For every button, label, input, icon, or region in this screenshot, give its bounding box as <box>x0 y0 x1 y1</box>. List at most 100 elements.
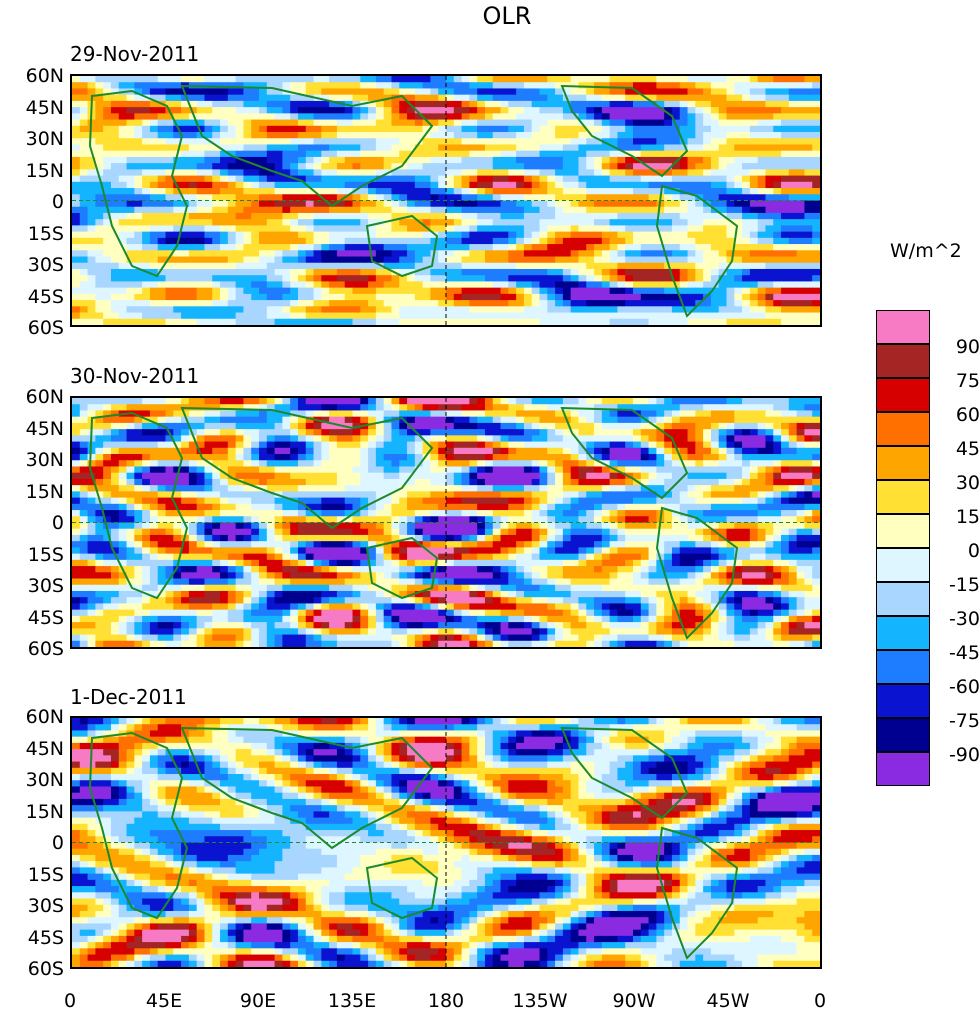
olr-grid-cell <box>344 156 354 164</box>
olr-grid-cell <box>578 293 587 301</box>
olr-grid-cell <box>742 237 751 245</box>
olr-grid-cell <box>173 447 182 455</box>
olr-grid-cell <box>235 125 245 133</box>
olr-grid-cell <box>523 156 533 164</box>
olr-grid-cell <box>555 262 564 270</box>
olr-grid-cell <box>352 188 361 195</box>
olr-grid-cell <box>422 441 432 449</box>
olr-grid-cell <box>788 212 798 220</box>
olr-grid-cell <box>726 231 735 239</box>
olr-grid-cell <box>407 194 416 202</box>
olr-grid-cell <box>204 237 213 245</box>
olr-grid-cell <box>594 281 603 289</box>
olr-grid-cell <box>648 287 657 295</box>
olr-grid-cell <box>173 125 182 133</box>
olr-grid-cell <box>313 404 322 412</box>
olr-grid-cell <box>344 132 354 139</box>
olr-grid-cell <box>804 287 813 295</box>
olr-grid-cell <box>648 125 657 133</box>
olr-grid-cell <box>329 466 338 474</box>
olr-grid-cell <box>562 144 572 152</box>
olr-grid-cell <box>368 219 377 226</box>
olr-grid-cell <box>547 212 556 220</box>
olr-grid-cell <box>656 275 665 283</box>
olr-grid-cell <box>87 454 96 461</box>
olr-grid-cell <box>72 281 81 289</box>
olr-grid-cell <box>368 422 377 430</box>
olr-grid-cell <box>212 281 221 289</box>
olr-grid-cell <box>492 268 502 276</box>
olr-grid-cell <box>173 398 182 405</box>
olr-grid-cell <box>438 94 447 102</box>
olr-grid-cell <box>383 256 393 264</box>
olr-grid-cell <box>562 138 572 146</box>
olr-grid-cell <box>570 429 580 436</box>
olr-grid-cell <box>72 212 81 220</box>
olr-grid-cell <box>734 410 743 418</box>
olr-grid-cell <box>87 293 96 301</box>
olr-grid-cell <box>508 188 517 195</box>
olr-grid-cell <box>305 82 315 90</box>
olr-grid-cell <box>679 244 689 251</box>
olr-grid-cell <box>79 262 89 270</box>
olr-grid-cell <box>360 237 369 245</box>
olr-grid-cell <box>438 138 447 146</box>
olr-grid-cell <box>446 293 455 301</box>
olr-grid-cell <box>742 194 751 202</box>
olr-grid-cell <box>126 125 135 133</box>
olr-grid-cell <box>477 281 486 289</box>
olr-grid-cell <box>336 107 346 114</box>
olr-grid-cell <box>414 262 424 270</box>
olr-grid-cell <box>204 188 213 195</box>
olr-grid-cell <box>469 88 478 96</box>
olr-grid-cell <box>344 447 354 455</box>
olr-grid-cell <box>103 88 112 96</box>
olr-grid-cell <box>282 244 291 251</box>
olr-grid-cell <box>227 268 237 276</box>
olr-grid-cell <box>804 169 813 177</box>
olr-grid-cell <box>703 188 712 195</box>
olr-grid-cell <box>781 219 790 226</box>
olr-grid-cell <box>640 194 650 202</box>
olr-grid-cell <box>531 398 541 405</box>
olr-grid-cell <box>500 441 509 449</box>
olr-grid-cell <box>523 454 533 461</box>
olr-grid-cell <box>594 312 603 320</box>
olr-grid-cell <box>149 275 159 283</box>
olr-grid-cell <box>313 107 322 114</box>
olr-grid-cell <box>679 132 689 139</box>
olr-grid-cell <box>633 300 642 307</box>
olr-grid-cell <box>438 268 447 276</box>
olr-grid-cell <box>204 100 213 108</box>
olr-grid-cell <box>703 231 712 239</box>
olr-grid-cell <box>617 88 626 96</box>
olr-grid-cell <box>555 318 564 325</box>
olr-grid-cell <box>344 416 354 424</box>
olr-grid-cell <box>539 275 548 283</box>
olr-grid-cell <box>734 94 743 102</box>
olr-grid-cell <box>718 181 728 189</box>
olr-grid-cell <box>594 200 603 208</box>
olr-grid-cell <box>313 293 322 301</box>
olr-grid-cell <box>360 268 369 276</box>
olr-grid-cell <box>570 318 580 325</box>
olr-grid-cell <box>87 306 96 314</box>
olr-grid-cell <box>523 404 533 412</box>
olr-grid-cell <box>290 416 299 424</box>
olr-grid-cell <box>266 100 276 108</box>
olr-grid-cell <box>523 200 533 208</box>
olr-grid-cell <box>703 398 712 405</box>
olr-grid-cell <box>484 404 494 412</box>
olr-grid-cell <box>523 300 533 307</box>
olr-grid-cell <box>570 138 580 146</box>
olr-grid-cell <box>243 422 252 430</box>
olr-grid-cell <box>305 416 315 424</box>
olr-grid-cell <box>243 404 252 412</box>
olr-grid-cell <box>594 256 603 264</box>
olr-grid-cell <box>796 82 806 90</box>
olr-grid-cell <box>508 231 517 239</box>
olr-grid-cell <box>290 262 299 270</box>
olr-grid-cell <box>266 441 276 449</box>
olr-grid-cell <box>539 125 548 133</box>
olr-grid-cell <box>477 175 486 183</box>
